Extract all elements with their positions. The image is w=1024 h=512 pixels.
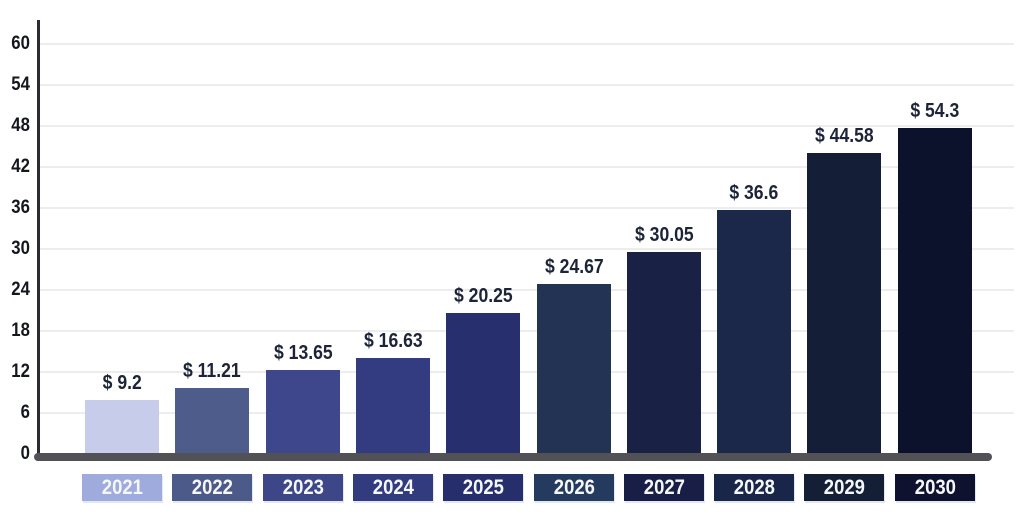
gridline [40, 248, 1014, 250]
year-label-box: 2025 [443, 474, 523, 501]
bar [537, 284, 611, 460]
bar-value-label: $ 9.2 [102, 372, 142, 394]
y-axis-tick-label: 48 [11, 115, 30, 136]
gridline [40, 166, 1014, 168]
year-label-box: 2027 [624, 474, 704, 501]
bar-value-label: $ 54.3 [910, 100, 960, 122]
y-axis-tick-label: 12 [11, 361, 30, 382]
bar-value-label: $ 13.65 [273, 342, 333, 364]
bar [266, 370, 340, 460]
gridline [40, 371, 1014, 373]
bar [175, 388, 249, 460]
bar [446, 313, 520, 460]
bar [807, 153, 881, 460]
x-axis-line [34, 453, 992, 461]
bar [356, 358, 430, 460]
year-label-box: 2021 [82, 474, 162, 501]
y-axis-tick-label: 42 [11, 156, 30, 177]
y-axis-tick-label: 30 [11, 238, 30, 259]
gridline [40, 412, 1014, 414]
bar-value-label: $ 24.67 [544, 256, 604, 278]
y-axis-tick-label: 54 [11, 74, 30, 95]
gridline [40, 84, 1014, 86]
bar [717, 210, 791, 460]
gridline [40, 125, 1014, 127]
bar [627, 252, 701, 460]
bar-value-label: $ 36.6 [729, 182, 779, 204]
gridline [40, 207, 1014, 209]
gridline [40, 289, 1014, 291]
bar [898, 128, 972, 460]
y-axis-tick-label: 6 [21, 402, 31, 423]
year-label-box: 2029 [804, 474, 884, 501]
gridline [40, 43, 1014, 45]
gridline [40, 330, 1014, 332]
y-axis-tick-label: 0 [21, 443, 31, 464]
year-label-box: 2022 [172, 474, 252, 501]
bar-value-label: $ 20.25 [453, 285, 513, 307]
y-axis-tick-label: 36 [11, 197, 30, 218]
y-axis-line [37, 20, 40, 461]
year-label-box: 2024 [353, 474, 433, 501]
year-label-box: 2028 [714, 474, 794, 501]
bar [85, 400, 159, 460]
y-axis-tick-label: 24 [11, 279, 30, 300]
bar-value-label: $ 16.63 [363, 330, 423, 352]
y-axis-tick-label: 18 [11, 320, 30, 341]
year-label-box: 2030 [895, 474, 975, 501]
year-label-box: 2026 [534, 474, 614, 501]
bar-value-label: $ 30.05 [634, 224, 694, 246]
bar-value-label: $ 11.21 [183, 360, 241, 382]
y-axis-tick-label: 60 [11, 33, 30, 54]
bar-value-label: $ 44.58 [814, 125, 874, 147]
year-label-box: 2023 [263, 474, 343, 501]
